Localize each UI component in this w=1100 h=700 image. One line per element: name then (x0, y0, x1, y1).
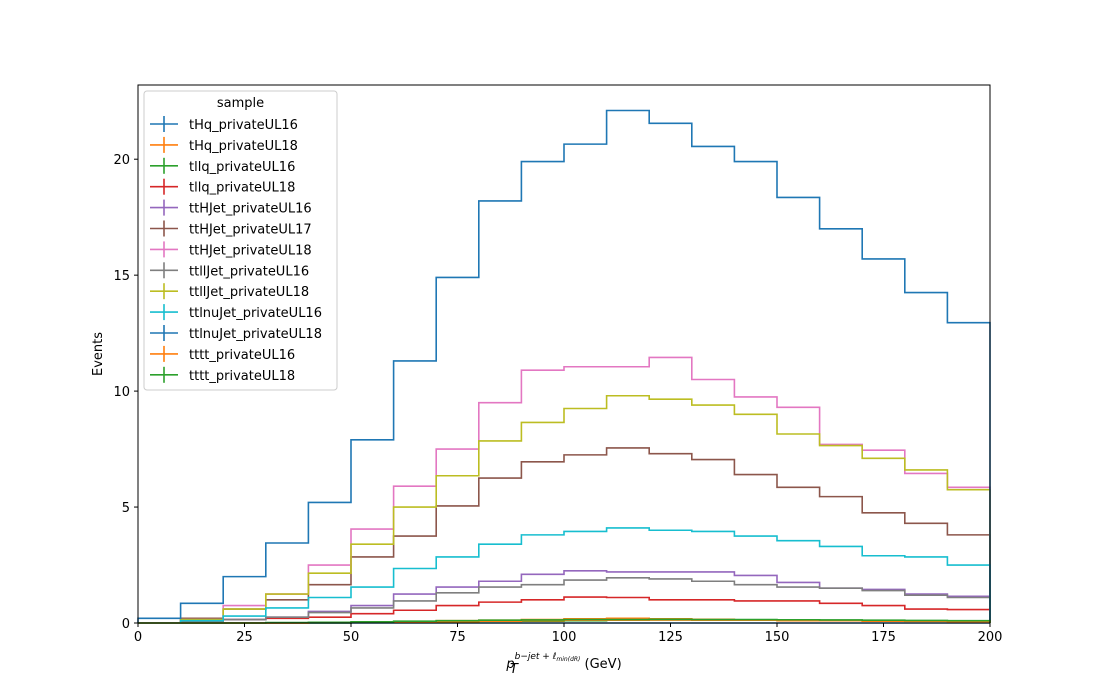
series-line-ttllJet_privateUL16 (138, 576, 991, 624)
legend-entries: tHq_privateUL16 tHq_privateUL18 tllq_priva… (150, 116, 322, 384)
legend-entry: tllq_privateUL16 (150, 157, 295, 175)
y-axis-label: Events (91, 332, 106, 376)
x-axis-label-sup: b−jet + ℓ (515, 652, 557, 662)
y-tick-label: 20 (113, 153, 130, 168)
legend-entry: ttHJet_privateUL18 (150, 241, 312, 258)
legend-label: ttHJet_privateUL16 (189, 202, 312, 217)
x-tick-label: 25 (236, 630, 253, 645)
legend: sample tHq_privateUL16 tHq_privateUL18tll… (143, 90, 338, 391)
x-tick-label: 125 (658, 630, 683, 645)
legend-label: tllq_privateUL16 (189, 160, 295, 175)
series-line-ttllJet_privateUL18 (138, 394, 991, 624)
x-axis-label: pb−jet + ℓmin(dR) (GeV) (505, 652, 621, 672)
x-tick-label: 150 (765, 630, 790, 645)
x-tick-label: 0 (134, 630, 142, 645)
legend-label: tllq_privateUL18 (189, 181, 295, 196)
y-tick-label: 5 (122, 501, 130, 516)
legend-label: ttlnuJet_privateUL18 (189, 327, 322, 342)
legend-label: ttHJet_privateUL18 (189, 243, 312, 258)
x-tick-label: 100 (552, 630, 577, 645)
legend-title: sample (217, 96, 264, 111)
x-tick-label: 175 (871, 630, 896, 645)
x-axis-label-main: p (505, 657, 514, 672)
series-line-ttHJet_privateUL17 (138, 447, 991, 624)
x-tick-label: 50 (343, 630, 360, 645)
legend-entry: ttllJet_privateUL16 (150, 262, 309, 279)
y-tick-label: 15 (113, 269, 130, 284)
legend-entry: ttHJet_privateUL17 (150, 220, 312, 238)
legend-entry: tttt_privateUL18 (150, 366, 295, 384)
y-tick-label: 0 (122, 617, 130, 632)
x-axis: 0 25 50 75 100 125 150 175 200 (134, 623, 1003, 645)
legend-label: tttt_privateUL18 (189, 369, 295, 384)
legend-entry: tHq_privateUL16 (150, 116, 298, 133)
legend-label: tHq_privateUL16 (189, 118, 298, 133)
x-tick-label: 200 (978, 630, 1003, 645)
legend-entry: ttllJet_privateUL18 (150, 283, 309, 300)
legend-label: ttlnuJet_privateUL16 (189, 306, 322, 321)
series-line-ttlnuJet_privateUL18 (137, 109, 991, 623)
x-axis-label-sub: T (510, 662, 519, 677)
y-axis: 0 5 10 15 20 (113, 153, 138, 632)
series-line-tttt_privateUL18 (138, 618, 991, 624)
x-axis-label-supsub: min(dR) (556, 656, 580, 663)
x-axis-label-unit: (GeV) (580, 657, 621, 672)
x-tick-label: 75 (449, 630, 466, 645)
legend-label: ttllJet_privateUL16 (189, 264, 309, 279)
legend-entry: ttHJet_privateUL16 (150, 199, 312, 217)
legend-entry: tttt_privateUL16 (150, 345, 295, 363)
legend-entry: ttlnuJet_privateUL18 (150, 325, 322, 342)
legend-entry: ttlnuJet_privateUL16 (150, 304, 322, 321)
legend-label: ttllJet_privateUL18 (189, 285, 309, 300)
y-tick-label: 10 (113, 385, 130, 400)
series-line-tllq_privateUL18 (138, 596, 991, 624)
series-line-ttlnuJet_privateUL16 (138, 527, 991, 624)
legend-entry: tHq_privateUL18 (150, 136, 298, 154)
legend-label: ttHJet_privateUL17 (189, 223, 312, 238)
legend-box (143, 90, 338, 391)
legend-entry: tllq_privateUL18 (150, 178, 295, 196)
legend-label: tHq_privateUL18 (189, 139, 298, 154)
legend-label: tttt_privateUL16 (189, 348, 295, 363)
